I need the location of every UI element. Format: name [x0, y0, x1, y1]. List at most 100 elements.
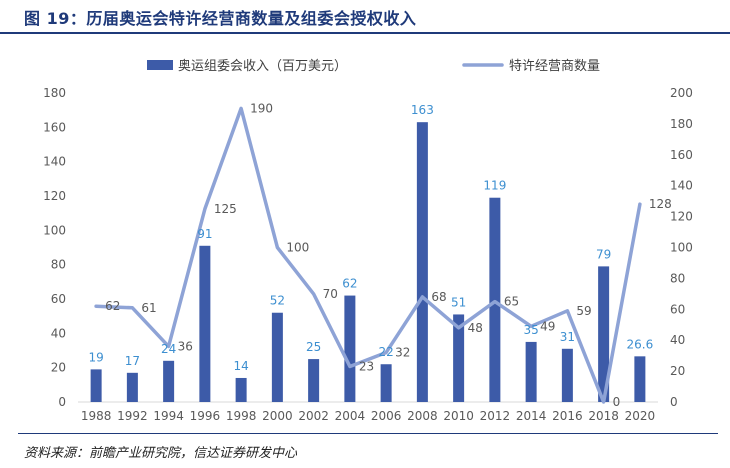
left-axis-tick: 180 — [43, 86, 66, 100]
left-axis-tick: 20 — [51, 361, 66, 375]
right-axis-tick: 200 — [670, 86, 693, 100]
line-data-label: 100 — [286, 241, 309, 255]
bar-data-label: 51 — [451, 295, 466, 309]
x-axis: 1988 1992 1994 1996 1998 2000 2002 2004 2006 2008… — [81, 409, 655, 423]
x-axis-tick: 2018 — [588, 409, 619, 423]
bar — [308, 359, 320, 402]
bar — [344, 295, 356, 402]
left-axis-tick: 80 — [51, 258, 66, 272]
bar — [90, 369, 102, 402]
line-data-label: 125 — [214, 202, 237, 216]
bar — [561, 348, 573, 402]
x-axis-tick: 2002 — [298, 409, 329, 423]
bar-data-label: 19 — [88, 350, 103, 364]
right-axis-tick: 100 — [670, 241, 693, 255]
bar-data-label: 91 — [197, 227, 212, 241]
line-data-label: 68 — [431, 290, 446, 304]
left-axis: 0 20 40 60 80 100 120 140 160 180 — [43, 86, 66, 409]
bar — [199, 245, 211, 402]
legend: 奥运组委会收入（百万美元） 特许经营商数量 — [147, 59, 600, 74]
x-axis-tick: 2014 — [516, 409, 547, 423]
source-rule — [18, 433, 718, 434]
bar-data-label: 62 — [342, 277, 357, 291]
legend-label-line: 特许经营商数量 — [509, 59, 600, 74]
right-axis-tick: 0 — [670, 395, 678, 409]
bar-data-label: 79 — [596, 247, 611, 261]
bar — [416, 122, 428, 402]
bar-data-labels: 19 17 24 91 14 52 25 62 22 163 51 119 35 31 79 26.6 — [88, 103, 653, 373]
x-axis-tick: 1998 — [226, 409, 257, 423]
left-axis-tick: 40 — [51, 326, 66, 340]
bar-data-label: 25 — [306, 340, 321, 354]
left-axis-tick: 0 — [58, 395, 66, 409]
bar — [453, 314, 465, 402]
x-axis-tick: 2000 — [262, 409, 293, 423]
legend-swatch-bar — [147, 60, 173, 70]
bar — [598, 266, 610, 402]
bar-data-label: 26.6 — [627, 337, 654, 351]
line-data-labels: 62 61 36 125 190 100 70 23 32 68 48 65 49 59 0 128 — [105, 101, 672, 409]
right-axis-tick: 180 — [670, 117, 693, 131]
bar — [525, 341, 537, 402]
line-data-label: 65 — [504, 295, 519, 309]
x-axis-tick: 2004 — [335, 409, 366, 423]
series-line — [94, 106, 642, 404]
line-data-label: 70 — [323, 287, 338, 301]
x-axis-tick: 2006 — [371, 409, 402, 423]
right-axis-tick: 160 — [670, 148, 693, 162]
x-axis-tick: 2012 — [480, 409, 511, 423]
bar — [163, 360, 175, 402]
title-bar — [0, 0, 730, 34]
bar — [271, 312, 283, 402]
line-data-label: 36 — [178, 339, 193, 353]
bar-data-label: 22 — [378, 345, 393, 359]
x-axis-tick: 2016 — [552, 409, 583, 423]
left-axis-tick: 120 — [43, 189, 66, 203]
bar — [634, 356, 646, 402]
line-data-label: 0 — [613, 395, 621, 409]
line-data-label: 23 — [359, 359, 374, 373]
x-axis-tick: 2010 — [443, 409, 474, 423]
line-data-label: 49 — [540, 319, 555, 333]
bar-data-label: 14 — [233, 359, 248, 373]
x-axis-tick: 1992 — [117, 409, 148, 423]
bar-data-label: 163 — [411, 103, 434, 117]
bar-data-label: 31 — [560, 330, 575, 344]
bar-data-label: 24 — [161, 342, 176, 356]
line-data-label: 32 — [395, 346, 410, 360]
left-axis-tick: 160 — [43, 120, 66, 134]
source-note: 资料来源：前瞻产业研究院，信达证券研发中心 — [24, 446, 298, 461]
legend-label-bar: 奥运组委会收入（百万美元） — [178, 59, 347, 74]
x-axis-tick: 1996 — [190, 409, 221, 423]
bar — [380, 364, 392, 402]
bar-data-label: 17 — [125, 354, 140, 368]
right-axis-tick: 40 — [670, 333, 685, 347]
bar-data-label: 119 — [483, 179, 506, 193]
line-data-label: 59 — [576, 304, 591, 318]
right-axis-tick: 120 — [670, 210, 693, 224]
right-axis-tick: 140 — [670, 179, 693, 193]
x-axis-tick: 1994 — [153, 409, 184, 423]
right-axis-tick: 60 — [670, 302, 685, 316]
line-data-label: 190 — [250, 101, 273, 115]
left-axis-tick: 60 — [51, 292, 66, 306]
right-axis-tick: 20 — [670, 364, 685, 378]
line-data-label: 62 — [105, 299, 120, 313]
bar — [235, 377, 247, 402]
bar-data-label: 52 — [270, 294, 285, 308]
x-axis-tick: 2020 — [625, 409, 656, 423]
line-data-label: 48 — [468, 321, 483, 335]
bar — [126, 372, 138, 402]
left-axis-tick: 140 — [43, 155, 66, 169]
line-data-label: 128 — [649, 197, 672, 211]
right-axis-tick: 80 — [670, 271, 685, 285]
bar-data-label: 35 — [523, 323, 538, 337]
x-axis-tick: 2008 — [407, 409, 438, 423]
line-data-label: 61 — [141, 301, 156, 315]
left-axis-tick: 100 — [43, 223, 66, 237]
right-axis: 0 20 40 60 80 100 120 140 160 180 200 — [670, 86, 693, 409]
line-series — [94, 106, 642, 404]
figure-title: 图 19：历届奥运会特许经营商数量及组委会授权收入 — [24, 9, 417, 28]
x-axis-tick: 1988 — [81, 409, 112, 423]
